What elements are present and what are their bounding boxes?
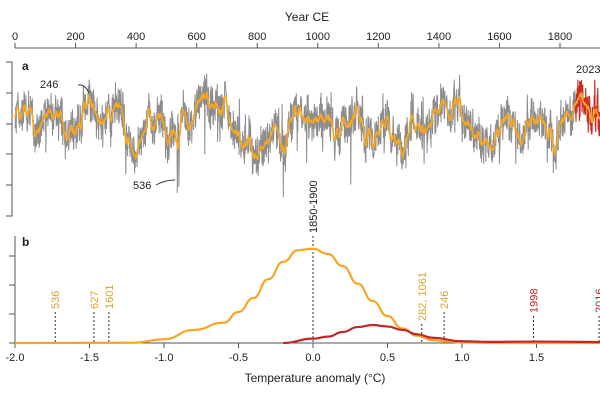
marker-label: 282, 1061	[417, 272, 429, 321]
annotation-246: 246	[40, 79, 58, 91]
marker-label: 246	[439, 291, 451, 309]
x-tick-label: 1800	[548, 31, 572, 43]
marker-label: 1998	[529, 289, 541, 313]
annotation-2023: 2023	[576, 64, 600, 76]
annual-series-line	[14, 73, 600, 198]
annotation-arrow	[77, 84, 90, 94]
past-distribution-curve	[14, 247, 600, 345]
y-axis-bracket	[8, 61, 13, 217]
panel-a-label: a	[22, 59, 29, 73]
x-tick-label: 200	[66, 31, 84, 43]
x-tick-label: -0.5	[229, 352, 248, 364]
smoothed-series-line	[14, 91, 600, 161]
marker-label: 2016	[594, 289, 600, 313]
marker-label: 1850-1900	[308, 180, 320, 233]
panel-b-label: b	[22, 235, 29, 249]
marker-label: 536	[50, 291, 62, 309]
x-tick-label: 400	[127, 31, 145, 43]
x-tick-label: 1600	[487, 31, 511, 43]
x-tick-label: 0.5	[380, 352, 395, 364]
x-tick-label: 800	[248, 31, 266, 43]
x-tick-label: -2.0	[6, 352, 25, 364]
annotation-arrow	[155, 179, 176, 186]
x-tick-label: -1.0	[155, 352, 174, 364]
panel-b: b -2.0 -1.5 -1.0 -0.5 0.0 0.5 1.0 1.5 536 627 160…	[6, 180, 600, 385]
x-axis-label-year: Year CE	[285, 10, 329, 24]
x-tick-label: 1400	[427, 31, 451, 43]
x-tick-label: 0.0	[305, 352, 320, 364]
x-tick-label: 1.0	[454, 352, 469, 364]
recent-distribution-curve	[283, 323, 600, 345]
panel-a: Year CE 0 200 400 600 800 1000 1200 1400 1600 180…	[6, 10, 600, 217]
x-axis-label-temperature: Temperature anomaly (°C)	[245, 371, 386, 385]
x-tick-label: 1200	[366, 31, 390, 43]
marker-label: 1601	[104, 285, 116, 309]
x-tick-label: 600	[187, 31, 205, 43]
x-tick-label: -1.5	[80, 352, 99, 364]
x-tick-label: 1.5	[529, 352, 544, 364]
marker-label: 627	[89, 291, 101, 309]
x-tick-label: 0	[12, 31, 18, 43]
x-tick-label: 1000	[306, 31, 330, 43]
annotation-536: 536	[133, 180, 151, 192]
